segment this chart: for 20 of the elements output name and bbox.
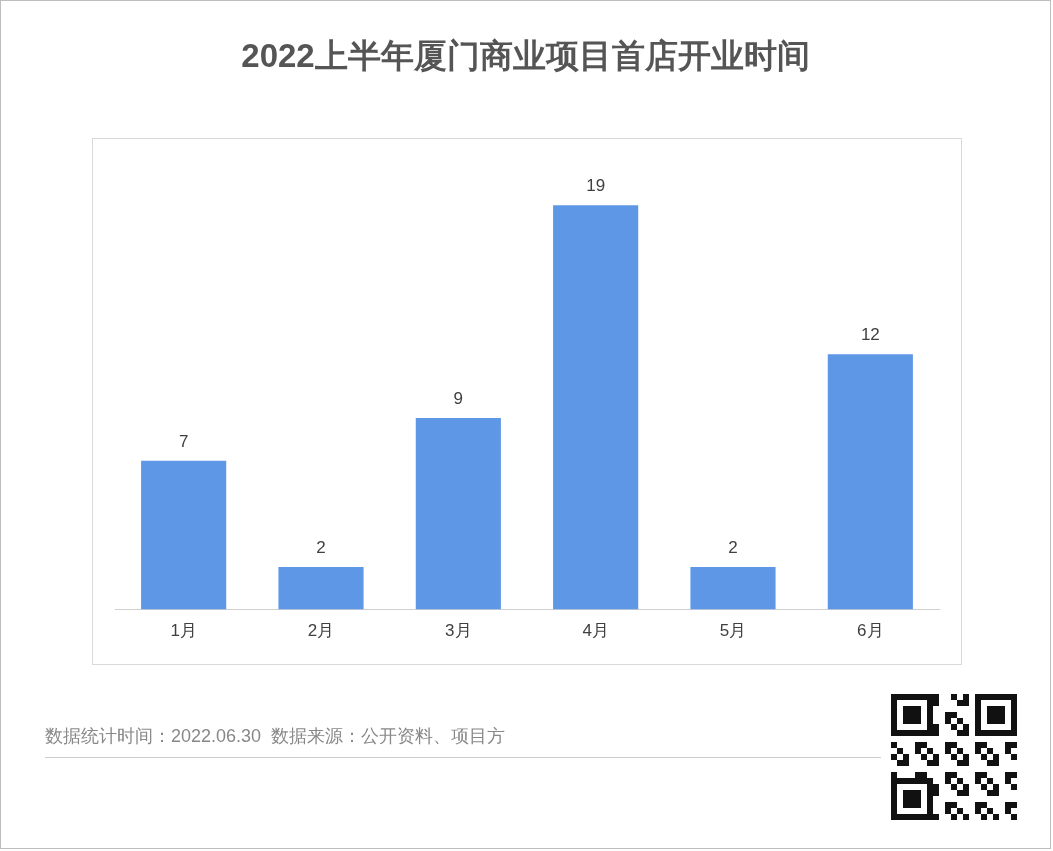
data-label: 7: [178, 431, 189, 451]
text: 数据统计时间：2022.06.30 数据来源：公开资料、项目方: [45, 725, 506, 748]
bar: [690, 567, 776, 610]
bar: [553, 205, 639, 610]
bar: [415, 418, 501, 610]
data-label: 19: [586, 176, 606, 196]
data-label: 2: [728, 538, 738, 558]
x-tick-label: 5月: [719, 621, 747, 641]
x-tick-label: 4月: [582, 621, 609, 641]
data-label: 12: [860, 325, 880, 345]
bar: [278, 567, 364, 610]
bar: [827, 354, 913, 610]
x-tick-label: 1月: [170, 621, 197, 641]
x-tick-label: 6月: [857, 621, 884, 641]
data-label: 2: [316, 538, 326, 558]
bar: [141, 460, 227, 610]
x-tick-label: 2月: [307, 621, 335, 641]
chart-title: 2022上半年厦门商业项目首店开业时间: [240, 36, 811, 76]
data-label: 9: [453, 389, 464, 409]
x-tick-label: 3月: [445, 621, 472, 641]
